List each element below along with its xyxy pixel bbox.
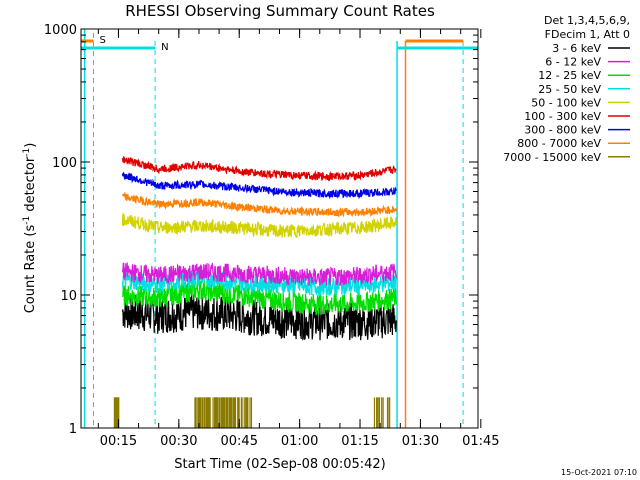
series-line <box>121 171 397 200</box>
y-tick-label: 100 <box>52 156 77 171</box>
y-axis-label-mid: detector <box>23 156 38 216</box>
x-axis-label: Start Time (02-Sep-08 00:05:42) <box>174 457 385 472</box>
footer-date: 15-Oct-2021 07:10 <box>561 468 637 477</box>
series-line <box>121 261 397 286</box>
plot-area: SN <box>81 29 478 428</box>
series-line <box>121 213 397 239</box>
legend-entry-label: 100 - 300 keV <box>524 110 601 123</box>
series-line <box>121 191 397 219</box>
legend-entry-label: 7000 - 15000 keV <box>503 151 601 164</box>
y-axis: 1 10 100 1000 <box>44 23 478 437</box>
legend-header: Det 1,3,4,5,6,9, <box>544 14 630 27</box>
y-axis-label: Count Rate (s-1 detector-1) <box>22 143 38 314</box>
x-tick-label: 01:45 <box>462 434 499 449</box>
legend-entry-label: 12 - 25 keV <box>538 69 601 82</box>
legend-entry-label: 50 - 100 keV <box>531 96 601 109</box>
x-tick-label: 00:15 <box>100 434 137 449</box>
y-axis-label-sup-1: -1 <box>22 216 32 225</box>
legend-entry-label: 800 - 7000 keV <box>517 137 601 150</box>
saa-flag-label: S <box>99 35 105 46</box>
y-axis-label-sup-2: -1 <box>22 148 32 157</box>
legend-entry-label: 25 - 50 keV <box>538 83 601 96</box>
x-tick-label: 00:45 <box>221 434 258 449</box>
y-tick-label: 1 <box>69 422 77 437</box>
legend-entry-label: 300 - 800 keV <box>524 124 601 137</box>
y-tick-label: 10 <box>60 289 77 304</box>
series-line <box>121 156 397 182</box>
x-tick-label: 00:30 <box>160 434 197 449</box>
chart-title: RHESSI Observing Summary Count Rates <box>125 2 435 20</box>
x-tick-label: 01:30 <box>402 434 439 449</box>
x-tick-label: 01:00 <box>281 434 318 449</box>
legend-entry-label: 3 - 6 keV <box>552 42 601 55</box>
x-tick-label: 01:15 <box>341 434 378 449</box>
y-axis-label-main: Count Rate (s <box>23 225 38 314</box>
legend-header: FDecim 1, Att 0 <box>545 28 630 41</box>
x-axis: 00:15 00:30 00:45 01:00 01:15 01:30 01:45 <box>97 29 500 449</box>
legend-entry-label: 6 - 12 keV <box>545 56 601 69</box>
y-tick-label: 1000 <box>44 23 77 38</box>
series-line <box>121 293 397 341</box>
legend: Det 1,3,4,5,6,9,FDecim 1, Att 03 - 6 keV… <box>503 14 630 164</box>
y-axis-label-end: ) <box>23 143 38 148</box>
night-flag-label: N <box>161 42 168 53</box>
